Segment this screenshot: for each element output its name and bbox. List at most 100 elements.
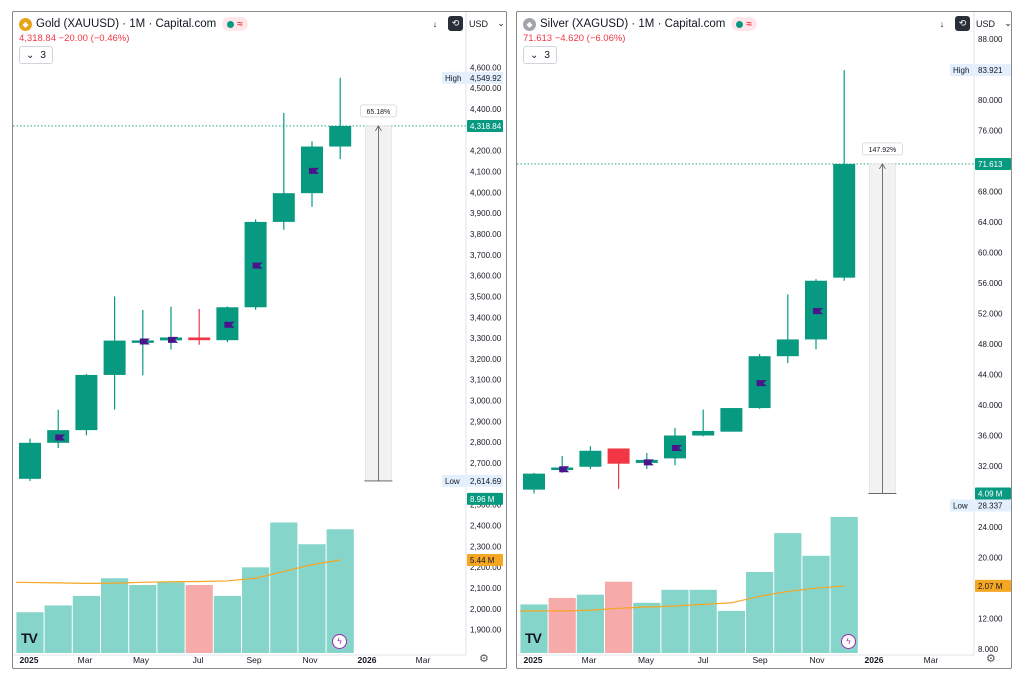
chevron-down-icon: ⌄ xyxy=(530,49,539,61)
volume-last-tag-bg xyxy=(467,492,503,505)
y-tick-label: 4,200.00 xyxy=(470,147,502,156)
y-tick-label: 1,900.00 xyxy=(470,626,502,635)
event-flag-icon xyxy=(224,321,235,328)
y-tick-label: 3,000.00 xyxy=(470,397,502,406)
download-icon[interactable]: ↓ xyxy=(939,18,945,29)
silver-title: Silver (XAGUSD) · 1M · Capital.com xyxy=(540,18,726,30)
silver-quote: 71.613 −4.620 (−6.06%) xyxy=(523,33,626,44)
market-open-dot-icon xyxy=(227,20,235,28)
candle-body xyxy=(188,337,211,341)
sync-icon[interactable]: ⟲ xyxy=(955,16,970,31)
silver-currency[interactable]: USD xyxy=(976,18,996,29)
y-tick-label: 8.000 xyxy=(978,645,999,654)
measure-label-box xyxy=(360,104,397,118)
gold-title: Gold (XAUUSD) · 1M · Capital.com xyxy=(36,18,217,30)
low-value-tag-bg xyxy=(467,474,503,487)
measure-percent-label: 147.92% xyxy=(869,147,897,154)
volume-last-tag-bg xyxy=(975,487,1011,500)
sync-icon[interactable]: ⟲ xyxy=(448,16,463,31)
volume-bar xyxy=(270,522,298,653)
arrow-up-icon xyxy=(375,125,382,132)
volume-bar xyxy=(326,529,354,653)
currency-chevron-icon[interactable]: ⌄ xyxy=(1004,18,1012,28)
gear-icon[interactable]: ⚙ xyxy=(986,653,996,665)
volume-bar xyxy=(548,597,576,653)
event-flag-icon xyxy=(672,444,682,451)
y-tick-label: 3,600.00 xyxy=(470,272,502,281)
y-tick-label: 2,100.00 xyxy=(470,584,502,593)
candle-body xyxy=(833,163,856,278)
lightning-icon[interactable]: ϟ xyxy=(332,634,347,649)
x-tick-label: Sep xyxy=(752,655,767,665)
volume-ma-tag-bg xyxy=(975,579,1011,592)
volume-bar xyxy=(72,595,100,653)
x-tick-label: Mar xyxy=(924,655,939,665)
wave-icon: ≈ xyxy=(237,18,243,30)
x-tick-label: Nov xyxy=(809,655,825,665)
x-tick-label: Mar xyxy=(78,655,93,665)
gold-chart-canvas[interactable]: 4,600.00 4,500.00 4,400.00 4,200.00 4,100.00… xyxy=(13,12,507,669)
volume-moving-average-line xyxy=(15,559,341,584)
currency-chevron-icon[interactable]: ⌄ xyxy=(497,18,505,28)
event-flag-icon xyxy=(252,262,263,269)
gold-market-status[interactable]: ≈ xyxy=(222,17,248,31)
silver-indicators-toggle[interactable]: ⌄ 3 xyxy=(523,46,557,64)
candle-body xyxy=(720,408,743,432)
candle-body xyxy=(692,430,715,436)
volume-bar xyxy=(746,572,774,653)
high-label-bg xyxy=(950,64,974,77)
volume-bar xyxy=(605,581,633,653)
download-icon[interactable]: ↓ xyxy=(432,18,438,29)
volume-bar xyxy=(520,604,548,653)
event-flag-icon xyxy=(168,336,178,343)
y-tick-label: 44.000 xyxy=(978,371,1003,380)
event-flag-icon xyxy=(643,459,654,466)
market-open-dot-icon xyxy=(736,20,744,28)
y-tick-label: 24.000 xyxy=(978,523,1003,532)
gold-toolbar: ↓ ⟲ USD ⌄ xyxy=(428,16,506,31)
high-value-tag-bg xyxy=(975,64,1011,77)
measure-percent-label: 65.18% xyxy=(367,109,391,116)
y-tick-label: 4,600.00 xyxy=(470,63,502,72)
y-tick-label: 2,400.00 xyxy=(470,521,502,530)
x-tick-label: 2025 xyxy=(524,655,543,665)
y-tick-label: 3,300.00 xyxy=(470,334,502,343)
lightning-icon[interactable]: ϟ xyxy=(841,634,856,649)
y-tick-label: 56.000 xyxy=(978,279,1003,288)
y-tick-label: 32.000 xyxy=(978,462,1003,471)
arrow-up-icon xyxy=(879,163,886,170)
y-tick-label: 2,200.00 xyxy=(470,563,502,572)
tradingview-logo: TV xyxy=(525,630,542,646)
volume-bar xyxy=(661,589,689,653)
silver-chart-canvas[interactable]: 88.000 80.000 76.000 68.000 64.000 60.000 56.0… xyxy=(517,12,1012,669)
volume-bar xyxy=(633,602,661,653)
silver-market-status[interactable]: ≈ xyxy=(731,17,757,31)
candle-body xyxy=(103,340,126,375)
volume-bar xyxy=(717,610,745,653)
y-tick-label: 3,200.00 xyxy=(470,355,502,364)
candle-body xyxy=(19,442,41,479)
low-label: Low xyxy=(953,501,968,510)
y-tick-label: 2,500.00 xyxy=(470,501,502,510)
wave-icon: ≈ xyxy=(746,18,752,30)
gold-currency[interactable]: USD xyxy=(469,18,489,29)
volume-bar xyxy=(157,582,185,653)
low-label: Low xyxy=(445,477,460,486)
candle-body xyxy=(523,473,545,490)
candle-body xyxy=(607,448,630,464)
high-value-tag-bg xyxy=(467,71,503,84)
event-flag-icon xyxy=(813,308,823,315)
candle-body xyxy=(329,125,352,147)
volume-moving-average-line xyxy=(519,585,845,612)
gear-icon[interactable]: ⚙ xyxy=(479,653,489,665)
y-tick-label: 2,700.00 xyxy=(470,459,502,468)
event-flag-icon xyxy=(55,434,66,441)
low-value-tag-bg xyxy=(975,499,1011,512)
candle-body xyxy=(579,450,602,467)
x-tick-label: May xyxy=(638,655,655,665)
x-tick-label: 2026 xyxy=(865,655,884,665)
candle-body xyxy=(75,374,98,431)
gold-indicators-toggle[interactable]: ⌄ 3 xyxy=(19,46,53,64)
candle-body xyxy=(776,339,799,357)
volume-ma-tag: 2.07 M xyxy=(978,582,1003,591)
